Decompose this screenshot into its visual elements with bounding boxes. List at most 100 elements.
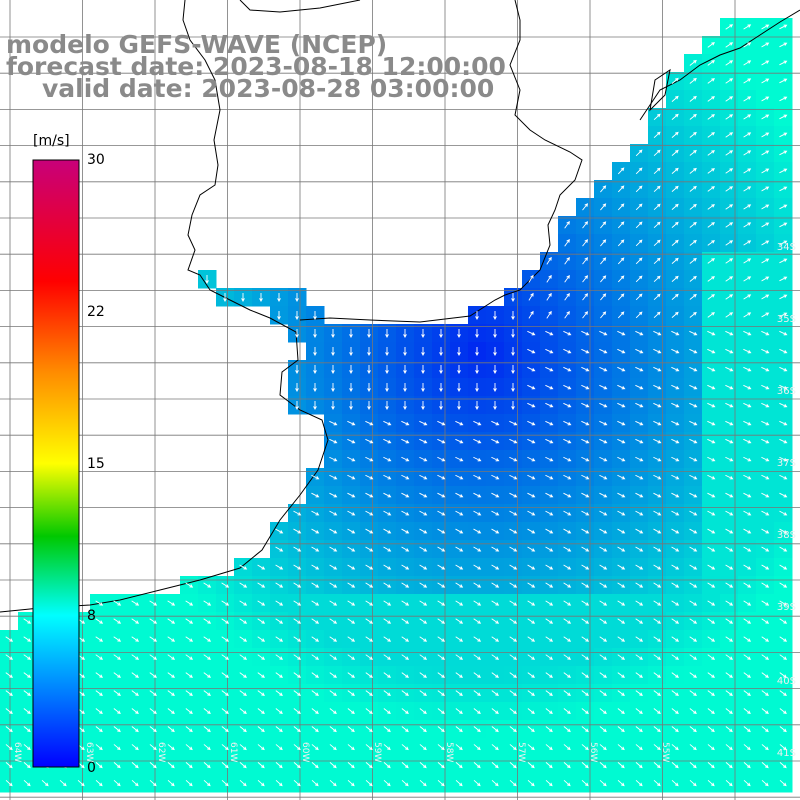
wind-arrow <box>239 636 248 642</box>
wind-arrow <box>635 708 643 715</box>
wind-arrow <box>581 510 590 516</box>
wind-arrow <box>581 780 589 787</box>
wind-arrow <box>185 780 193 787</box>
wind-arrow <box>689 311 697 318</box>
wind-arrow <box>383 546 392 552</box>
wind-arrow <box>707 690 715 696</box>
wind-arrow <box>743 780 751 787</box>
wind-arrow <box>689 438 698 444</box>
wind-arrow <box>581 744 589 751</box>
wind-arrow <box>671 744 679 751</box>
wind-arrow <box>581 474 590 480</box>
wind-arrow <box>599 384 608 390</box>
wind-arrow <box>509 438 518 444</box>
wind-arrow <box>293 528 302 534</box>
wind-arrow <box>293 582 302 588</box>
wind-arrow <box>671 654 680 660</box>
wind-arrow <box>635 762 643 769</box>
wind-arrow <box>293 780 301 787</box>
wind-arrow <box>455 582 464 588</box>
wind-arrow <box>599 672 607 678</box>
wind-arrow <box>779 366 788 372</box>
wind-arrow <box>635 366 644 372</box>
wind-arrow <box>545 492 554 498</box>
colorbar-tick-0: 0 <box>87 760 96 776</box>
wind-arrow <box>671 780 679 787</box>
wind-arrow <box>707 330 716 336</box>
wind-arrow <box>527 330 536 336</box>
wind-arrow <box>295 383 299 392</box>
wind-arrow <box>545 438 554 444</box>
wind-arrow <box>617 420 626 426</box>
wind-arrow <box>761 78 770 84</box>
wind-arrow <box>761 420 770 426</box>
wind-arrow <box>23 726 31 733</box>
wind-arrow <box>295 329 299 338</box>
wind-arrow <box>329 690 337 696</box>
wind-arrow <box>365 636 374 642</box>
wind-arrow <box>95 726 103 733</box>
wind-arrow <box>203 636 212 642</box>
wind-arrow <box>257 654 266 660</box>
wind-arrow <box>545 528 554 534</box>
wind-arrow <box>167 690 175 696</box>
wind-arrow <box>23 618 32 624</box>
wind-arrow <box>617 402 626 408</box>
wind-arrow <box>473 546 482 552</box>
wind-arrow <box>149 708 157 715</box>
wind-arrow <box>743 114 752 120</box>
wind-arrow <box>365 744 373 751</box>
wind-arrow <box>528 310 534 319</box>
wind-arrow <box>617 348 626 354</box>
wind-arrow <box>383 438 392 444</box>
wind-arrow <box>563 438 572 444</box>
wind-arrow <box>527 672 535 678</box>
wind-arrow <box>743 672 751 678</box>
wind-arrow <box>401 726 409 733</box>
wind-arrow <box>383 618 392 624</box>
wind-arrow <box>617 239 625 247</box>
wind-arrow <box>437 780 445 787</box>
wind-arrow <box>671 636 680 642</box>
wind-arrow <box>509 708 517 715</box>
wind-arrow <box>365 492 374 498</box>
wind-arrow <box>707 780 715 787</box>
wind-arrow <box>581 528 590 534</box>
wind-arrow <box>95 672 103 678</box>
wind-arrow <box>419 600 428 606</box>
wind-arrow <box>313 383 317 392</box>
wind-arrow <box>689 528 698 534</box>
wind-arrow <box>689 582 698 588</box>
colorbar-gradient <box>32 159 80 768</box>
wind-arrow <box>599 708 607 715</box>
wind-arrow <box>241 293 245 302</box>
wind-arrow <box>779 186 788 192</box>
wind-arrow <box>653 438 662 444</box>
wind-arrow <box>761 330 770 336</box>
wind-arrow <box>313 347 317 356</box>
wind-arrow <box>367 401 371 410</box>
wind-arrow <box>331 365 335 374</box>
wind-arrow <box>635 564 644 570</box>
wind-arrow <box>149 600 158 606</box>
wind-arrow <box>275 654 284 660</box>
wind-arrow <box>331 383 335 392</box>
wind-arrow <box>707 96 715 102</box>
wind-arrow <box>725 384 734 390</box>
wind-arrow <box>761 24 770 30</box>
wind-arrow <box>689 348 698 354</box>
wind-arrow <box>311 672 319 678</box>
wind-arrow <box>563 348 572 354</box>
wind-arrow <box>167 780 175 787</box>
wind-arrow <box>545 348 554 354</box>
wind-arrow <box>475 365 479 374</box>
wind-arrow <box>293 744 301 751</box>
wind-arrow <box>635 474 644 480</box>
wind-arrow <box>347 690 355 696</box>
lat-label-39s: 39S <box>776 602 796 613</box>
wind-arrow <box>257 636 266 642</box>
wind-arrow <box>779 492 788 498</box>
wind-arrow <box>185 762 193 769</box>
wind-arrow <box>761 276 770 282</box>
wind-arrow <box>221 780 229 787</box>
